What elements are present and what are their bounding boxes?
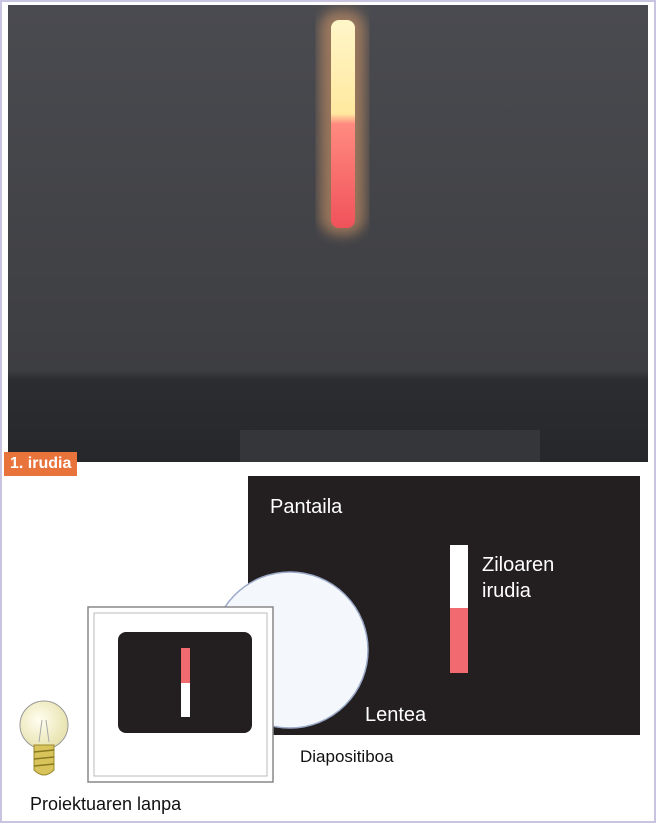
image-bottom [450,608,468,673]
photo-table [240,430,540,462]
slide-label: Diapositiboa [300,746,394,767]
figure [0,0,656,823]
figure-tag: 1. irudia [4,452,77,476]
figure-page: 1. irudia Pantaila Ziloaren irudia Lente… [0,0,656,823]
screen-label: Pantaila [270,494,342,520]
photo-beam [331,20,355,228]
image-label: Ziloaren irudia [482,552,592,604]
image-top [450,545,468,608]
lens-label: Lentea [365,702,426,728]
lamp-label: Proiektuaren lanpa [30,793,181,816]
slide-hole-bottom [181,683,190,717]
slide-hole-top [181,648,190,683]
